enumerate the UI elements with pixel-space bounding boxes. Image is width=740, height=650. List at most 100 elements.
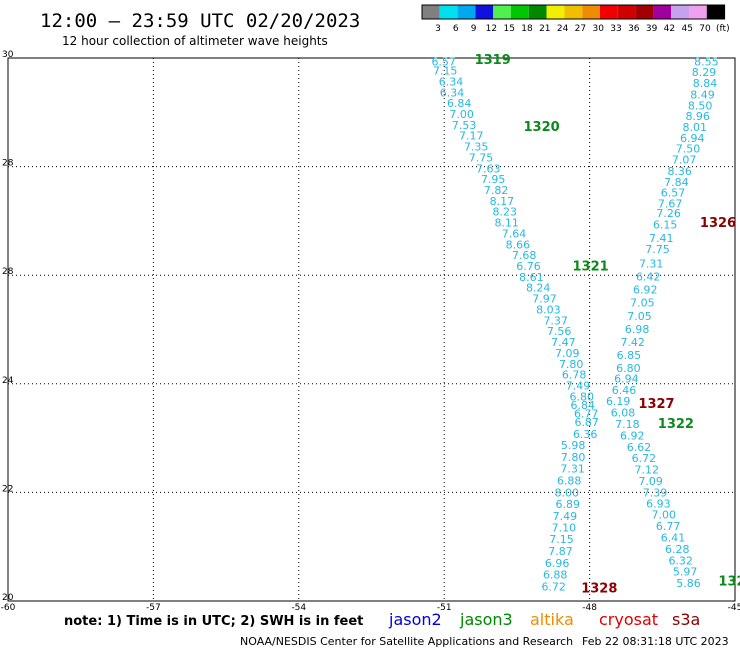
wave-height-label: 6.98 [625,323,650,336]
wave-height-label: 6.84 [447,97,472,110]
wave-height-label: 6.76 [516,260,541,273]
wave-height-label: 6.57 [431,55,456,68]
wave-height-label: 7.17 [459,130,484,143]
colorbar-label: 27 [575,24,586,34]
wave-height-label: 6.28 [665,543,690,556]
wave-height-label: 6.87 [574,416,599,429]
wave-height-label: 7.80 [559,358,584,371]
colorbar-swatch [564,5,583,19]
chart-subtitle: 12 hour collection of altimeter wave hei… [62,34,328,48]
colorbar-label: 42 [664,24,675,34]
wave-height-label: 6.32 [668,554,693,567]
wave-height-label: 7.41 [649,232,674,245]
colorbar-swatch [617,5,636,19]
wave-height-label: 7.15 [433,65,458,78]
wave-height-label: 6.78 [562,369,587,382]
colorbar-legend: 3 6 9 12 15 18 21 24 27 30 33 36 39 42 45 70 (ft) [421,4,730,34]
wave-height-label: 7.15 [549,533,574,546]
colorbar-label: 33 [610,24,621,34]
wave-height-label: 7.31 [639,257,664,270]
wave-height-label: 7.10 [552,522,577,535]
wave-height-label: 6.92 [633,283,658,296]
wave-height-label: 6.96 [545,557,570,570]
wave-height-values: 6.577.156.346.346.847.007.537.177.357.75… [431,55,718,593]
colorbar-swatch [546,5,565,19]
y-tick-label: 28 [2,267,14,277]
wave-height-label: 6.89 [556,498,581,511]
wave-height-label: 8.84 [693,77,718,90]
wave-height-label: 8.50 [688,99,713,112]
colorbar-label: 3 [435,24,441,34]
colorbar-label: 24 [557,24,569,34]
wave-height-label: 6.57 [661,187,686,200]
wave-height-label: 6.19 [606,395,631,408]
wave-height-label: 7.56 [547,325,572,338]
x-tick-label: -45 [728,603,740,613]
x-tick-label: -57 [146,603,161,613]
pass-number-label: 1319 [475,53,511,68]
wave-height-label: 7.12 [635,464,660,477]
wave-height-label: 7.82 [484,184,509,197]
wave-height-label: 7.87 [548,545,573,558]
wave-height-label: 6.72 [541,580,566,593]
wave-height-label: 6.85 [617,349,642,362]
wave-height-label: 6.46 [612,384,637,397]
wave-height-label: 6.08 [611,407,636,420]
wave-height-label: 6.41 [661,532,686,545]
colorbar-label: 18 [521,24,533,34]
wave-height-label: 6.77 [574,408,599,421]
wave-height-label: 7.00 [652,509,677,522]
pass-labels: 1319 1320 1321 1326 1327 1322 1328 1323 [475,53,740,596]
y-tick-label: 28 [2,159,14,169]
wave-height-label: 8.36 [667,165,692,178]
wave-height-label: 5.98 [561,439,586,452]
wave-height-label: 7.75 [469,151,494,164]
wave-height-label: 7.63 [476,162,501,175]
wave-height-label: 8.49 [690,88,715,101]
wave-height-label: 6.42 [636,270,661,283]
wave-height-label: 7.42 [620,336,645,349]
colorbar-swatch [689,5,707,19]
wave-height-label: 7.00 [449,108,474,121]
wave-height-label: 5.97 [673,566,698,579]
wave-height-label: 6.84 [571,399,596,412]
colorbar-label: (ft) [716,24,730,34]
colorbar-swatch [671,5,689,19]
pass-number-label: 1327 [638,397,674,412]
colorbar-label: 6 [453,24,459,34]
wave-height-label: 8.29 [692,66,717,79]
colorbar-swatch [528,5,547,19]
wave-height-label: 8.96 [685,110,710,123]
wave-height-label: 7.49 [566,380,591,393]
y-axis-ticks: 20 22 24 28 28 30 [2,50,14,603]
wave-height-label: 6.88 [543,568,568,581]
wave-height-label: 7.67 [658,198,683,211]
wave-height-label: 7.95 [481,173,506,186]
wave-height-label: 7.53 [452,119,477,132]
colorbar-swatch [439,5,458,19]
colorbar-label: 9 [471,24,477,34]
wave-height-label: 7.97 [532,293,557,306]
wave-height-label: 6.94 [614,372,639,385]
wave-height-label: 7.05 [630,296,655,309]
wave-height-label: 7.68 [512,249,537,262]
y-tick-label: 30 [2,50,14,60]
x-tick-label: -54 [291,603,306,613]
footer-credit: NOAA/NESDIS Center for Satellite Applica… [240,635,573,648]
wave-height-label: 6.72 [632,452,657,465]
satellite-altika: altika [530,610,574,629]
wave-height-label: 6.62 [627,441,652,454]
wave-height-label: 8.55 [694,55,719,68]
chart-title: 12:00 – 23:59 UTC 02/20/2023 [40,10,360,32]
wave-height-label: 8.24 [526,282,551,295]
colorbar-label: 12 [486,24,497,34]
colorbar-label: 30 [592,24,604,34]
pass-number-label: 1322 [658,417,694,432]
wave-height-label: 8.66 [506,238,531,251]
wave-height-label: 7.07 [672,154,697,167]
plot-frame [7,57,736,602]
wave-height-label: 7.09 [638,475,663,488]
colorbar-swatch [653,5,672,19]
colorbar-label: 21 [539,24,550,34]
wave-height-label: 6.34 [439,75,464,88]
